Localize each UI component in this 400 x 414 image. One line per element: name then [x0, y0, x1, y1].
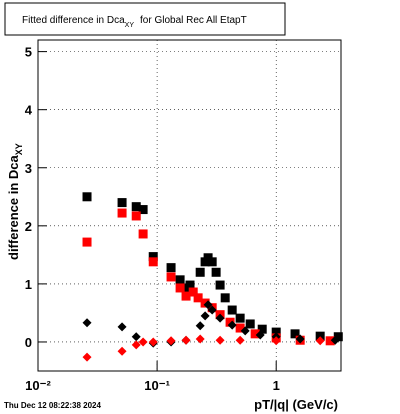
- diamond-marker: [117, 322, 127, 332]
- y-tick-label: 4: [25, 103, 33, 118]
- square-marker: [257, 324, 267, 334]
- x-axis-label: pT/|q| (GeV/c): [254, 397, 338, 412]
- square-marker: [215, 280, 225, 290]
- x-tick-label: 1: [273, 378, 280, 393]
- y-tick-label: 1: [25, 277, 32, 292]
- diamond-marker: [315, 336, 325, 346]
- square-marker: [195, 267, 205, 277]
- square-marker: [175, 275, 185, 285]
- square-marker: [235, 323, 245, 333]
- chart-title: Fitted difference in DcaXY for Global Rec…: [22, 15, 247, 29]
- diamond-marker: [227, 320, 237, 330]
- square-marker: [131, 211, 141, 221]
- diamond-marker: [82, 318, 92, 328]
- diamond-marker: [215, 335, 225, 345]
- diamond-marker: [138, 337, 148, 347]
- y-tick-label: 0: [25, 335, 32, 350]
- title-sub: XY: [125, 22, 135, 29]
- diamond-marker: [235, 335, 245, 345]
- square-marker: [166, 272, 176, 282]
- y-tick-label: 2: [25, 219, 32, 234]
- timestamp: Thu Dec 12 08:22:38 2024: [4, 401, 101, 410]
- x-tick-label: 10⁻¹: [144, 378, 170, 393]
- diamond-marker: [181, 335, 191, 345]
- square-marker: [220, 293, 230, 303]
- square-marker: [175, 283, 185, 293]
- square-marker: [131, 202, 141, 212]
- title-box: [4, 2, 286, 36]
- y-label-sub: XY: [14, 143, 24, 155]
- square-marker: [211, 267, 221, 277]
- diamond-marker: [330, 335, 340, 345]
- diamond-marker: [215, 313, 225, 323]
- diamond-marker: [203, 300, 213, 310]
- diamond-marker: [271, 336, 281, 346]
- square-marker: [235, 313, 245, 323]
- y-tick-label: 5: [25, 45, 32, 60]
- diamond-marker: [195, 334, 205, 344]
- title-rest: for Global Rec All EtapT: [140, 15, 247, 26]
- square-marker: [117, 208, 127, 218]
- diamond-marker: [148, 337, 158, 347]
- square-marker: [138, 229, 148, 239]
- square-marker: [207, 257, 217, 267]
- square-marker: [181, 291, 191, 301]
- diamond-marker: [131, 332, 141, 342]
- diamond-marker: [166, 336, 176, 346]
- y-axis-label: difference in DcaXY: [6, 143, 24, 260]
- diamond-marker: [195, 321, 205, 331]
- diamond-marker: [240, 326, 250, 336]
- square-marker: [200, 298, 210, 308]
- square-marker: [117, 198, 127, 208]
- square-marker: [188, 287, 198, 297]
- square-marker: [193, 293, 203, 303]
- y-label-main: difference in Dca: [6, 154, 21, 260]
- diamond-marker: [200, 311, 210, 321]
- square-marker: [271, 327, 281, 337]
- diamond-marker: [295, 334, 305, 344]
- plot-frame: [37, 39, 342, 372]
- square-marker: [148, 252, 158, 262]
- y-tick-label: 3: [25, 161, 32, 176]
- square-marker: [250, 329, 260, 339]
- square-marker: [225, 317, 235, 327]
- square-marker: [138, 205, 148, 215]
- square-marker: [82, 237, 92, 247]
- diamond-marker: [255, 330, 265, 340]
- diamond-marker: [117, 346, 127, 356]
- title-main: Fitted difference in Dca: [22, 15, 125, 26]
- square-marker: [148, 257, 158, 267]
- square-marker: [82, 192, 92, 202]
- square-marker: [325, 336, 335, 346]
- square-marker: [185, 280, 195, 290]
- square-marker: [290, 329, 300, 339]
- diamond-marker: [207, 305, 217, 315]
- square-marker: [333, 332, 343, 342]
- square-marker: [227, 305, 237, 315]
- diamond-marker: [82, 352, 92, 362]
- diamond-marker: [131, 340, 141, 350]
- x-tick-label: 10⁻²: [25, 378, 51, 393]
- square-marker: [245, 319, 255, 329]
- square-marker: [315, 331, 325, 341]
- square-marker: [166, 263, 176, 273]
